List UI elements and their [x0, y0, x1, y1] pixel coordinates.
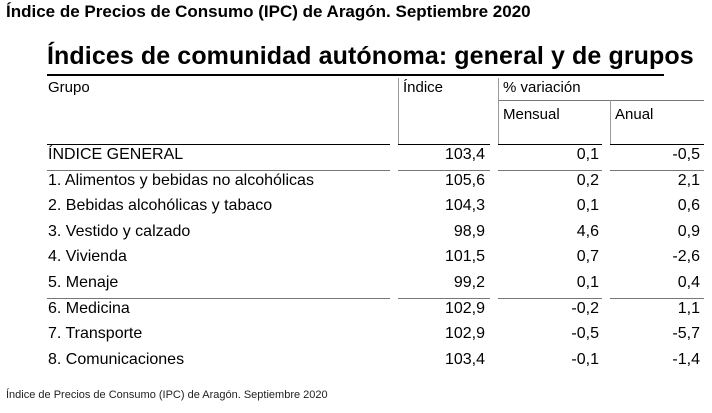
header-rule-mensual — [498, 144, 602, 145]
column-header-indice: Índice — [403, 79, 444, 96]
row-anual: -5,7 — [672, 325, 700, 342]
image-caption: Índice de Precios de Consumo (IPC) de Ar… — [6, 389, 328, 401]
row-mensual: 0,1 — [576, 274, 599, 291]
row-anual: -0,5 — [672, 146, 700, 163]
row-label: 1. Alimentos y bebidas no alcohólicas — [48, 172, 314, 189]
row-anual: -1,4 — [672, 351, 700, 368]
header-rule-anual — [610, 144, 704, 145]
table-heading: Índices de comunidad autónoma: general y… — [47, 42, 694, 70]
table-row: 4. Vivienda 101,5 0,7 -2,6 — [0, 248, 712, 273]
row-label: 3. Vestido y calzado — [48, 223, 191, 240]
row-mensual: -0,5 — [571, 325, 599, 342]
table-row: 5. Menaje 99,2 0,1 0,4 — [0, 274, 712, 299]
row-mensual: -0,1 — [571, 351, 599, 368]
general-rule-anual — [610, 170, 704, 171]
column-header-mensual: Mensual — [503, 106, 560, 123]
row-mensual: 0,2 — [576, 172, 599, 189]
row-label: ÍNDICE GENERAL — [48, 146, 184, 163]
table-row: 6. Medicina 102,9 -0,2 1,1 — [0, 300, 712, 325]
table-row: ÍNDICE GENERAL 103,4 0,1 -0,5 — [0, 146, 712, 171]
general-rule-grupo — [47, 170, 390, 171]
row-indice: 104,3 — [444, 197, 485, 214]
row-anual: 0,6 — [677, 197, 700, 214]
row-indice: 98,9 — [453, 223, 485, 240]
row-anual: 2,1 — [677, 172, 700, 189]
anual-divider — [610, 100, 611, 144]
menaje-rule-anual — [610, 298, 704, 299]
variacion-divider — [498, 78, 499, 144]
row-mensual: 0,1 — [576, 146, 599, 163]
table-row: 1. Alimentos y bebidas no alcohólicas 10… — [0, 172, 712, 197]
table-row: 8. Comunicaciones 103,4 -0,1 -1,4 — [0, 351, 712, 376]
row-indice: 103,4 — [444, 146, 485, 163]
row-mensual: 0,7 — [576, 248, 599, 265]
row-label: 6. Medicina — [48, 300, 130, 317]
general-rule-indice — [398, 170, 490, 171]
row-label: 5. Menaje — [48, 274, 119, 291]
row-indice: 102,9 — [444, 300, 485, 317]
row-mensual: 0,1 — [576, 197, 599, 214]
row-indice: 103,4 — [444, 351, 485, 368]
column-header-variacion: % variación — [503, 79, 581, 96]
general-rule-mensual — [498, 170, 602, 171]
row-indice: 101,5 — [444, 248, 485, 265]
row-indice: 105,6 — [444, 172, 485, 189]
menaje-rule-grupo — [47, 298, 390, 299]
menaje-rule-mensual — [498, 298, 602, 299]
row-label: 4. Vivienda — [48, 248, 127, 265]
menaje-rule-indice — [398, 298, 490, 299]
row-anual: 0,4 — [677, 274, 700, 291]
row-anual: 0,9 — [677, 223, 700, 240]
row-anual: 1,1 — [677, 300, 700, 317]
header-rule-grupo — [47, 144, 390, 145]
table-row: 2. Bebidas alcohólicas y tabaco 104,3 0,… — [0, 197, 712, 222]
header-rule-indice — [398, 144, 490, 145]
row-indice: 102,9 — [444, 325, 485, 342]
variacion-rule — [498, 100, 704, 101]
table-row: 7. Transporte 102,9 -0,5 -5,7 — [0, 325, 712, 350]
row-label: 8. Comunicaciones — [48, 351, 185, 368]
row-anual: -2,6 — [672, 248, 700, 265]
column-header-anual: Anual — [615, 106, 654, 123]
row-label: 7. Transporte — [48, 325, 143, 342]
column-header-grupo: Grupo — [48, 79, 90, 96]
page-title: Índice de Precios de Consumo (IPC) de Ar… — [6, 2, 531, 21]
row-mensual: -0,2 — [571, 300, 599, 317]
row-mensual: 4,6 — [576, 223, 599, 240]
indice-divider — [398, 78, 399, 144]
row-indice: 99,2 — [453, 274, 485, 291]
row-label: 2. Bebidas alcohólicas y tabaco — [48, 197, 273, 214]
heading-rule — [47, 74, 664, 76]
table-row: 3. Vestido y calzado 98,9 4,6 0,9 — [0, 223, 712, 248]
